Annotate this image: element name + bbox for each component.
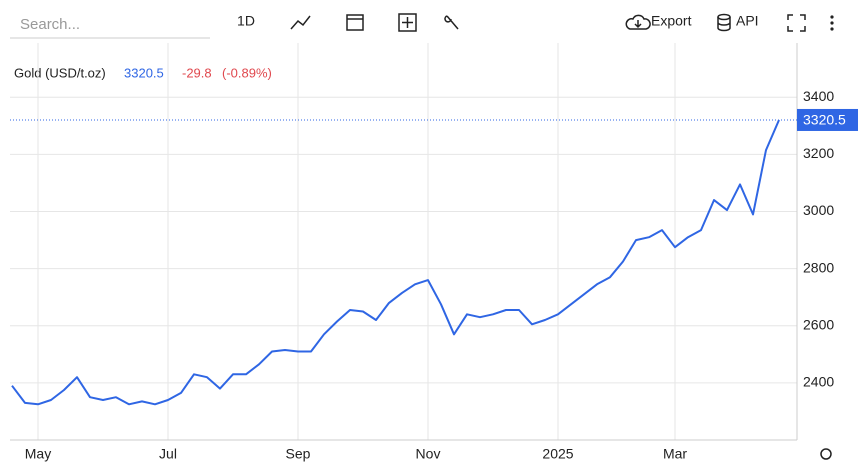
y-tick-label: 3400 [803,88,834,104]
y-tick-label: 3000 [803,202,834,218]
api-button[interactable]: API [736,13,759,29]
menu-icon[interactable] [830,15,834,31]
calendar-icon[interactable] [346,14,364,31]
export-icon[interactable] [625,14,651,30]
x-tick-label: 2025 [542,446,573,462]
fullscreen-icon[interactable] [787,14,806,32]
search-box[interactable]: Search... [20,16,80,33]
last-price: 3320.5 [124,65,164,80]
last-price-box [797,108,858,131]
y-tick-label: 2600 [803,316,834,332]
x-tick-label: Jul [159,446,177,462]
price-line [11,119,780,406]
compare-icon[interactable] [398,13,417,32]
price-change-percent: (-0.89%) [222,65,272,80]
api-icon[interactable] [717,13,731,32]
y-tick-label: 2800 [803,259,834,275]
last-price-label: 3320.5 [803,112,846,128]
chart-title: Gold (USD/t.oz) [14,65,106,80]
x-tick-label: Mar [663,446,687,462]
settings-wrench-icon[interactable] [444,15,459,30]
x-tick-label: Sep [286,446,311,462]
price-change: -29.8 [182,65,212,80]
y-tick-label: 2400 [803,374,834,390]
y-tick-label: 3200 [803,145,834,161]
x-tick-label: Nov [416,446,441,462]
interval-button[interactable]: 1D [237,13,255,29]
export-button[interactable]: Export [651,13,692,29]
chart-type-icon[interactable] [290,15,311,30]
gear-icon[interactable] [820,448,832,460]
x-tick-label: May [25,446,51,462]
